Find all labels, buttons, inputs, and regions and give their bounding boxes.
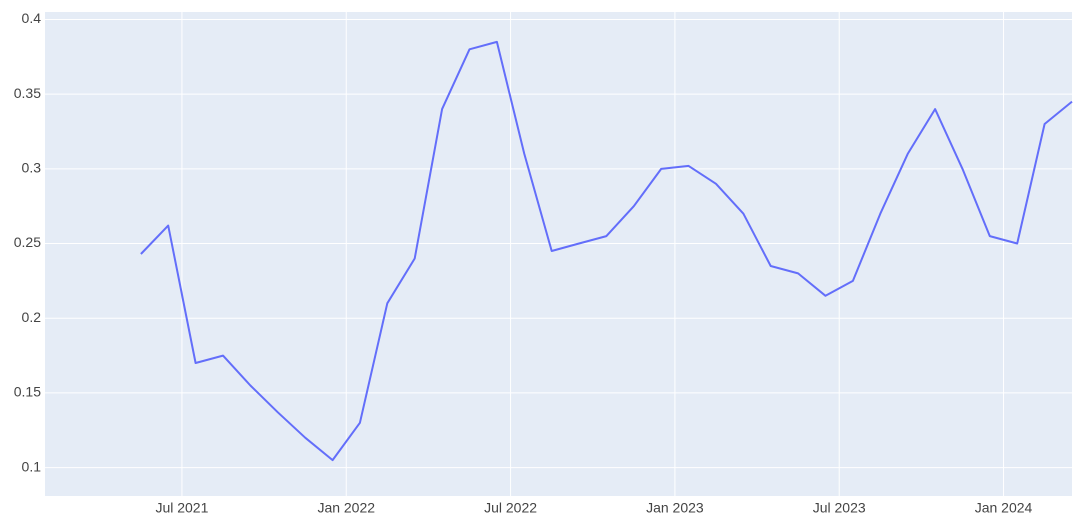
y-tick-label: 0.25	[14, 234, 41, 250]
x-tick-label: Jan 2022	[317, 500, 375, 516]
y-tick-label: 0.3	[22, 160, 42, 176]
line	[140, 40, 1073, 462]
y-tick-label: 0.15	[14, 384, 41, 400]
x-tick-label: Jul 2022	[484, 500, 537, 516]
x-tick-label: Jul 2021	[155, 500, 208, 516]
y-tick-label: 0.2	[22, 309, 42, 325]
x-tick-label: Jan 2024	[975, 500, 1033, 516]
plot-area	[45, 12, 1072, 496]
y-tick-label: 0.1	[22, 458, 42, 474]
y-tick-label: 0.35	[14, 85, 41, 101]
x-tick-label: Jul 2023	[813, 500, 866, 516]
y-tick-label: 0.4	[22, 10, 42, 26]
x-tick-label: Jan 2023	[646, 500, 704, 516]
